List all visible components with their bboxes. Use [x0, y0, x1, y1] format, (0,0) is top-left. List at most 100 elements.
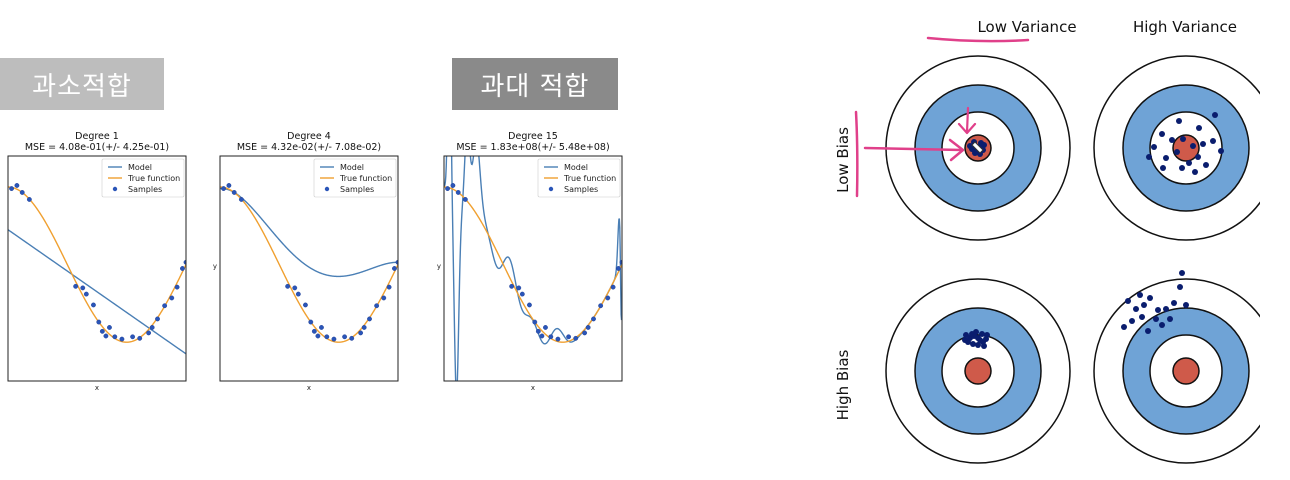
row-label: High Bias	[834, 349, 852, 420]
sample-point	[221, 186, 226, 191]
hit-dot	[1212, 112, 1218, 118]
model-line	[220, 187, 398, 278]
sample-point	[19, 190, 25, 195]
sample-point	[342, 334, 348, 340]
side-mark-annotation	[854, 110, 859, 198]
hit-dot	[1174, 149, 1180, 155]
sample-point	[392, 266, 397, 271]
hit-dot	[1163, 155, 1169, 161]
hit-dot	[1179, 270, 1185, 276]
plot-subtitle: MSE = 1.83e+08(+/- 5.48e+08)	[456, 142, 609, 153]
legend: Model True function Samples	[537, 158, 621, 198]
target	[1093, 278, 1260, 464]
sample-point	[543, 325, 548, 330]
sample-point	[155, 316, 160, 322]
plot-subtitle: MSE = 4.32e-02(+/- 7.08e-02)	[237, 142, 381, 153]
sample-point	[103, 333, 109, 339]
sample-point	[169, 295, 175, 301]
hit-dot	[1155, 307, 1161, 313]
hit-dot	[1203, 162, 1209, 168]
hit-dot	[1179, 165, 1185, 171]
hit-dot	[1200, 141, 1206, 147]
sample-point	[238, 197, 244, 202]
hit-dot	[1218, 148, 1224, 154]
hit-dot	[962, 337, 968, 343]
row-label: Low Bias	[834, 127, 852, 193]
hit-dot	[1121, 324, 1127, 330]
legend-box	[101, 158, 185, 198]
sample-point	[96, 319, 102, 325]
sample-point	[315, 333, 321, 339]
sample-point	[119, 336, 125, 342]
hit-dot	[1180, 136, 1186, 142]
hit-dot	[1176, 118, 1182, 124]
legend-entry: Model	[340, 163, 364, 172]
hit-dot	[1163, 306, 1169, 312]
sample-point	[386, 284, 392, 290]
plot-area	[220, 183, 398, 343]
legend-entry: Samples	[128, 185, 162, 194]
sample-point	[374, 303, 380, 309]
sample-point	[107, 325, 112, 330]
legend-entry: True function	[563, 174, 616, 183]
hit-dot	[1125, 298, 1131, 304]
sample-point	[83, 291, 89, 297]
sample-point	[539, 333, 545, 339]
bullseye	[1172, 357, 1200, 385]
plot-title: Degree 4	[287, 131, 331, 142]
sample-point	[146, 330, 152, 336]
x-axis-label: x	[95, 384, 99, 392]
sample-point	[610, 284, 616, 290]
sample-point	[9, 186, 14, 191]
plot-frame	[219, 155, 399, 382]
sample-point	[311, 328, 317, 334]
hit-dot	[1151, 144, 1157, 150]
sample-point	[462, 197, 468, 202]
sample-point	[358, 330, 364, 336]
cursor-icon	[971, 141, 984, 154]
sample-point	[137, 335, 143, 341]
sample-point	[295, 291, 301, 297]
sample-point	[174, 284, 180, 290]
target	[1093, 55, 1260, 241]
hit-dot	[979, 331, 985, 337]
hit-dot	[970, 341, 976, 347]
sample-point	[532, 319, 538, 325]
plot-title: Degree 1	[75, 131, 119, 142]
hit-dot	[1195, 154, 1201, 160]
sample-point	[319, 325, 324, 330]
legend-entry: True function	[127, 174, 180, 183]
sample-point	[591, 316, 596, 322]
sample-point	[516, 285, 522, 291]
column-label: High Variance	[1133, 18, 1237, 36]
sample-point	[303, 302, 308, 308]
plot-area	[8, 183, 186, 355]
hit-dot	[1139, 314, 1145, 320]
x-axis-label: x	[307, 384, 311, 392]
overfit-label: 과대 적합	[452, 58, 618, 110]
hit-dot	[981, 142, 987, 148]
sample-point	[285, 283, 291, 289]
sample-point	[292, 285, 298, 291]
sample-point	[616, 266, 621, 271]
sample-point	[548, 334, 554, 340]
hit-dot	[1159, 322, 1165, 328]
underfit-label: 과소적합	[0, 58, 164, 110]
hit-dot	[1190, 143, 1196, 149]
sample-point	[381, 295, 387, 301]
sample-point	[80, 285, 86, 291]
hit-dot	[1186, 160, 1192, 166]
column-label: Low Variance	[977, 18, 1076, 36]
sample-point	[26, 197, 32, 202]
legend-entry: Samples	[564, 185, 598, 194]
plot-frame	[7, 155, 187, 382]
legend-entry: True function	[339, 174, 392, 183]
arrow-head-annotation	[948, 138, 965, 162]
sample-point	[183, 259, 186, 265]
sample-point	[99, 328, 105, 334]
hit-dot	[984, 332, 990, 338]
arrow-annotation	[863, 146, 964, 152]
hit-dot	[1196, 125, 1202, 131]
